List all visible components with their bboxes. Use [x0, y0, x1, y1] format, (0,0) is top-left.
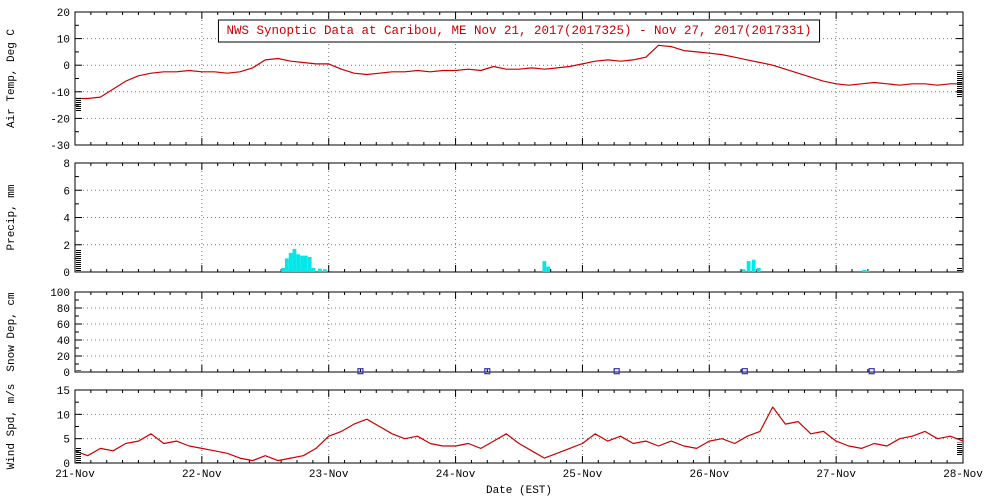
y-axis-label-snow-depth: Snow Dep, cm — [6, 292, 18, 372]
right-edge-clip-marks — [957, 442, 962, 456]
y-tick-label: 40 — [57, 336, 70, 348]
x-tick-label: 23-Nov — [309, 469, 349, 481]
y-tick-label: 2 — [63, 241, 70, 253]
y-tick-label: -20 — [50, 114, 70, 126]
right-edge-clip-marks — [957, 370, 962, 373]
precip-bar — [311, 267, 316, 272]
snow-depth-marker — [613, 368, 620, 375]
y-tick-label: 0 — [63, 268, 70, 280]
y-tick-label: -30 — [50, 141, 70, 153]
precip-bar — [751, 259, 756, 272]
panel-precip: 0 2 4 6 8 Precip, mm — [6, 159, 964, 280]
precip-bar — [281, 267, 285, 272]
y-tick-label: 80 — [57, 304, 70, 316]
precip-bar — [303, 255, 308, 272]
y-tick-label: 0 — [63, 61, 70, 73]
y-tick-label: 20 — [57, 8, 70, 20]
x-tick-label: 25-Nov — [563, 469, 603, 481]
panel-wind-speed: 0 5 10 15 Wind Spd, m/s — [6, 384, 964, 471]
precip-bar — [292, 248, 297, 272]
precip-bar — [741, 269, 746, 272]
y-tick-label: 20 — [57, 352, 70, 364]
x-tick-label: 24-Nov — [436, 469, 476, 481]
y-tick-label: 60 — [57, 320, 70, 332]
y-axis-label-air-temp: Air Temp, Deg C — [6, 29, 18, 128]
precip-bar — [865, 270, 870, 272]
x-tick-label: 22-Nov — [182, 469, 222, 481]
precip-bar — [307, 257, 312, 272]
left-edge-clip-marks — [76, 97, 81, 112]
precip-bar — [746, 261, 751, 272]
precip-bar — [323, 269, 327, 272]
precip-bar — [546, 266, 551, 272]
precip-bar — [756, 267, 761, 272]
precip-bar — [284, 258, 289, 272]
x-tick-label: 21-Nov — [55, 469, 95, 481]
panel-snow-depth: 0 20 40 60 80 100 Snow Dep, cm — [6, 288, 964, 380]
x-axis-label: Date (EST) — [486, 485, 552, 497]
precip-bar — [300, 255, 304, 272]
x-tick-label: 28-Nov — [943, 469, 983, 481]
precip-bar — [862, 269, 866, 272]
precip-bar — [288, 252, 293, 272]
panel-border — [74, 291, 964, 373]
panel-border — [74, 389, 964, 464]
right-edge-clip-marks — [957, 267, 962, 272]
y-tick-label: -10 — [50, 88, 70, 100]
y-tick-label: 6 — [63, 186, 70, 198]
precip-bar — [542, 261, 547, 272]
air-temp-line-series — [75, 44, 963, 100]
snow-depth-marker — [741, 368, 748, 375]
left-edge-clip-marks — [76, 370, 81, 373]
y-tick-label: 8 — [63, 159, 70, 171]
precip-bar — [317, 268, 322, 272]
y-tick-label: 0 — [63, 368, 70, 380]
y-axis-label-precip: Precip, mm — [6, 184, 18, 250]
wind-speed-line-series — [74, 406, 964, 462]
y-tick-label: 10 — [57, 410, 70, 422]
y-axis-label-wind-speed: Wind Spd, m/s — [6, 384, 18, 470]
snow-depth-marker — [484, 368, 491, 375]
panel-air-temp: -30 -20 -10 0 10 20 Air Temp, Deg C — [6, 8, 964, 153]
y-tick-label: 100 — [50, 288, 70, 300]
title-box — [217, 19, 821, 43]
precip-bar — [296, 254, 301, 272]
y-tick-label: 10 — [57, 35, 70, 47]
chart-title: NWS Synoptic Data at Caribou, ME Nov 21,… — [226, 24, 811, 38]
right-edge-clip-marks — [957, 70, 962, 98]
y-tick-label: 4 — [63, 214, 70, 226]
y-tick-label: 5 — [63, 435, 70, 447]
snow-depth-marker — [868, 368, 875, 375]
x-tick-label: 26-Nov — [689, 469, 729, 481]
left-edge-clip-marks — [76, 249, 81, 272]
snow-depth-marker — [357, 368, 364, 375]
left-edge-clip-marks — [76, 447, 81, 463]
y-tick-label: 0 — [63, 459, 70, 471]
x-tick-label: 27-Nov — [816, 469, 856, 481]
y-tick-label: 15 — [57, 386, 70, 398]
